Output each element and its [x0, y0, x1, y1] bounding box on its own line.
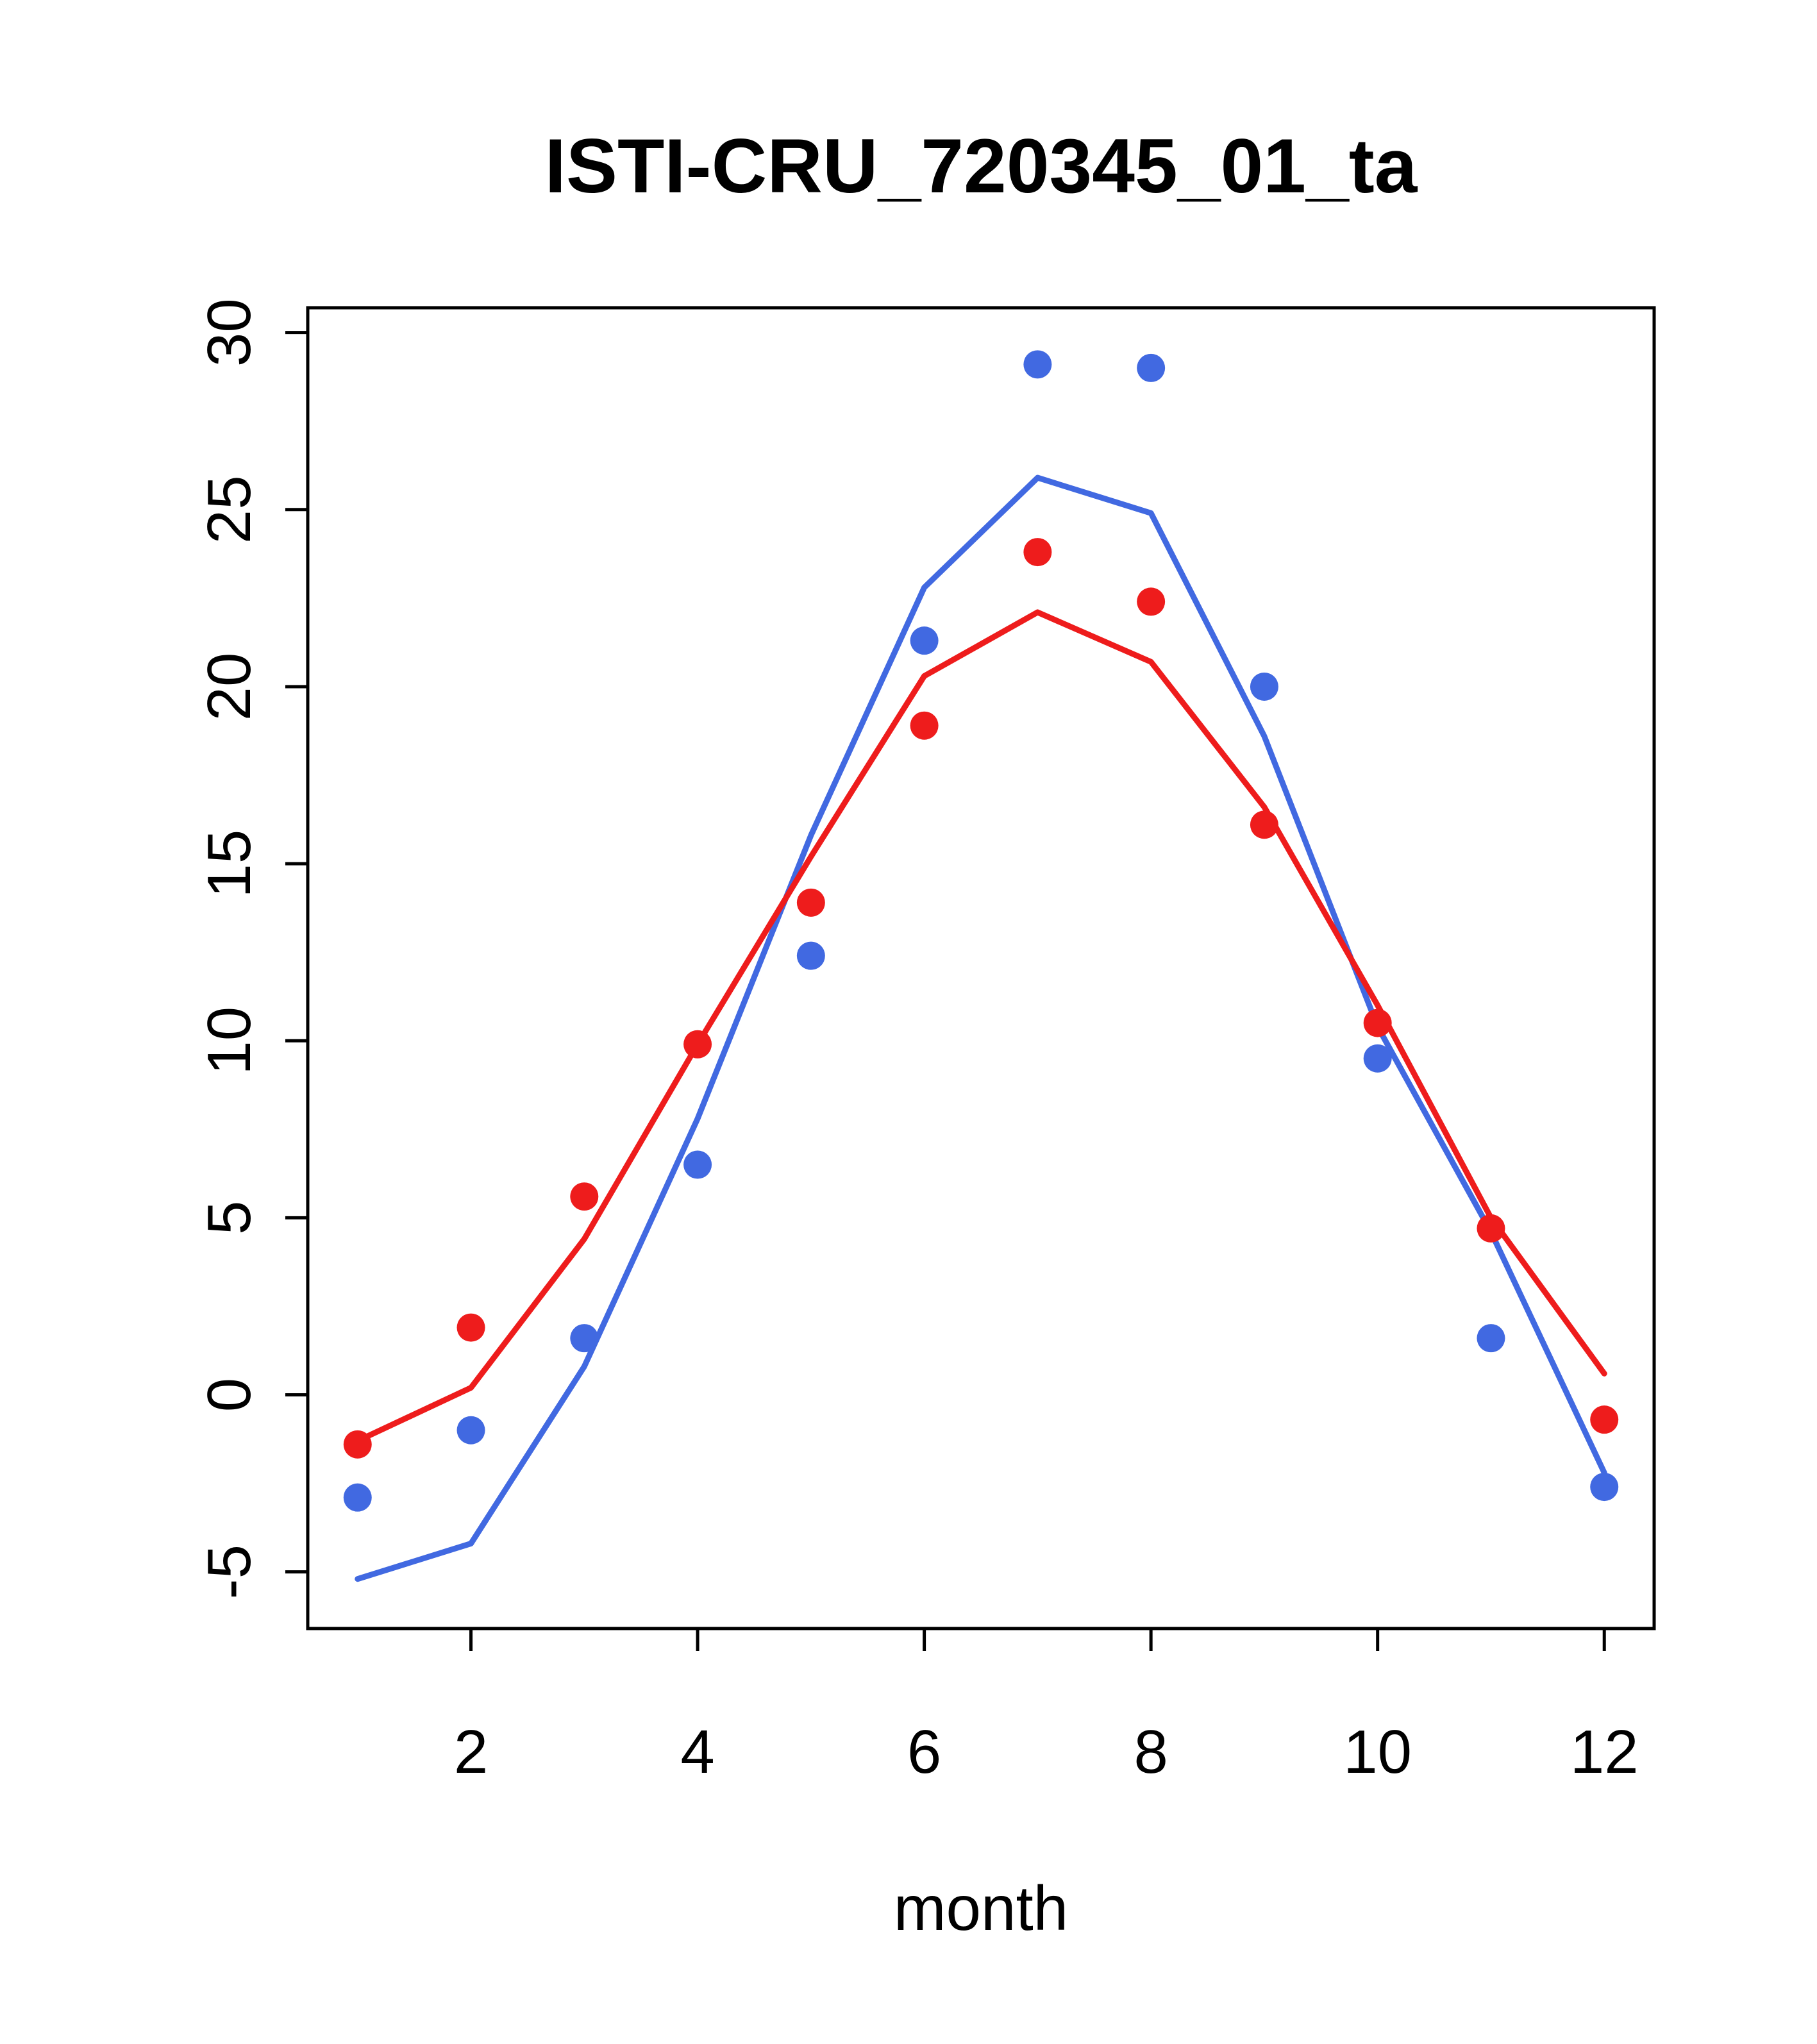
y-tick-label: 5 — [195, 1201, 264, 1235]
x-tick-label: 4 — [680, 1718, 714, 1786]
red-points-marker — [1250, 810, 1278, 839]
red-points-marker — [683, 1030, 712, 1059]
red-points-marker — [796, 888, 825, 917]
plot-box — [306, 306, 1656, 1630]
blue-points-marker — [683, 1150, 712, 1179]
blue-points-marker — [1590, 1473, 1619, 1502]
blue-line — [355, 474, 1607, 1582]
blue-points-marker — [343, 1483, 372, 1512]
red-points-marker — [1363, 1009, 1392, 1037]
blue-points-marker — [1023, 350, 1052, 379]
y-tick-label: 0 — [195, 1378, 264, 1412]
red-points-marker — [570, 1182, 599, 1211]
red-points-marker — [1590, 1405, 1619, 1434]
blue-points-marker — [456, 1416, 485, 1445]
blue-points — [343, 350, 1619, 1512]
x-tick-label: 2 — [454, 1718, 488, 1786]
plot-area — [343, 350, 1619, 1582]
y-tick-label: 15 — [195, 830, 264, 898]
x-tick-label: 8 — [1134, 1718, 1168, 1786]
red-points-marker — [1137, 587, 1166, 616]
red-points-marker — [1023, 538, 1052, 567]
blue-points-marker — [910, 626, 939, 655]
red-points-marker — [1477, 1214, 1505, 1243]
blue-points-marker — [796, 941, 825, 970]
red-points-marker — [456, 1313, 485, 1342]
blue-points-marker — [1363, 1044, 1392, 1073]
blue-points-marker — [1137, 353, 1166, 382]
blue-points-marker — [1250, 672, 1278, 701]
x-axis-label: month — [894, 1873, 1068, 1943]
blue-points-marker — [1477, 1324, 1505, 1353]
y-tick-label: 20 — [195, 653, 264, 721]
y-tick-label: 25 — [195, 475, 264, 544]
axes: 2 4 6 8 10 12 -5 0 5 10 15 20 25 30 — [195, 298, 1656, 1786]
y-tick-label: 30 — [195, 298, 264, 367]
x-tick-label: 10 — [1343, 1718, 1412, 1786]
x-tick-label: 6 — [907, 1718, 941, 1786]
blue-points-marker — [570, 1324, 599, 1353]
red-points-marker — [910, 711, 939, 740]
red-points-marker — [343, 1430, 372, 1459]
red-points — [343, 538, 1619, 1459]
x-tick-label: 12 — [1570, 1718, 1639, 1786]
y-tick-label: 10 — [195, 1007, 264, 1075]
red-line — [355, 609, 1607, 1444]
y-tick-label: -5 — [195, 1545, 264, 1599]
chart-title: ISTI-CRU_720345_01_ta — [545, 123, 1418, 209]
